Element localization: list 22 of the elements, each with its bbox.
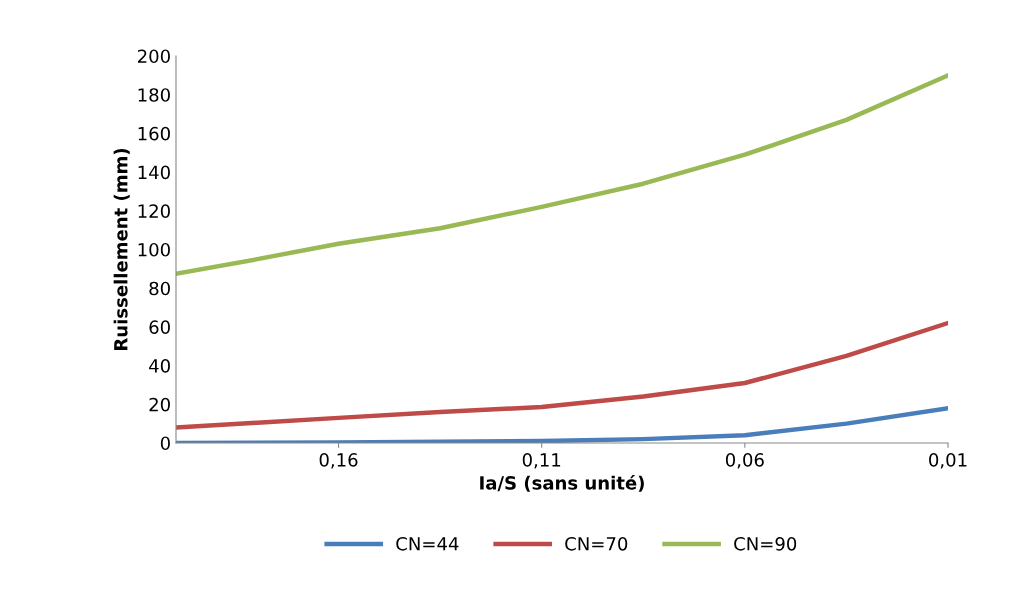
x-tick-label: 0,11 [522,453,561,469]
line-series [176,73,948,276]
y-tick-label: 120 [138,204,170,218]
x-tick-label: 0,16 [319,453,358,469]
y-tick-label: 40 [149,359,170,373]
x-tick-label: 0,06 [725,453,764,469]
y-tick-label: 180 [138,88,170,102]
y-tick-label: 100 [138,242,170,257]
y-tick-label: 0 [160,436,170,451]
x-axis-title: Ia/S (sans unité) [480,475,644,492]
legend-label: CN=90 [734,536,797,551]
y-tick-label: 200 [138,49,170,64]
line-series [176,320,948,430]
x-tick-label: 0,01 [929,453,967,469]
y-tick-label: 60 [149,320,170,335]
y-tick-label: 80 [149,281,170,296]
legend-label: CN=70 [565,536,628,551]
y-axis-title: Ruissellement (mm) [113,148,130,350]
y-tick-label: 20 [149,397,170,412]
y-tick-label: 160 [138,126,170,141]
y-tick-label: 140 [138,165,170,180]
legend-label: CN=44 [396,536,459,551]
